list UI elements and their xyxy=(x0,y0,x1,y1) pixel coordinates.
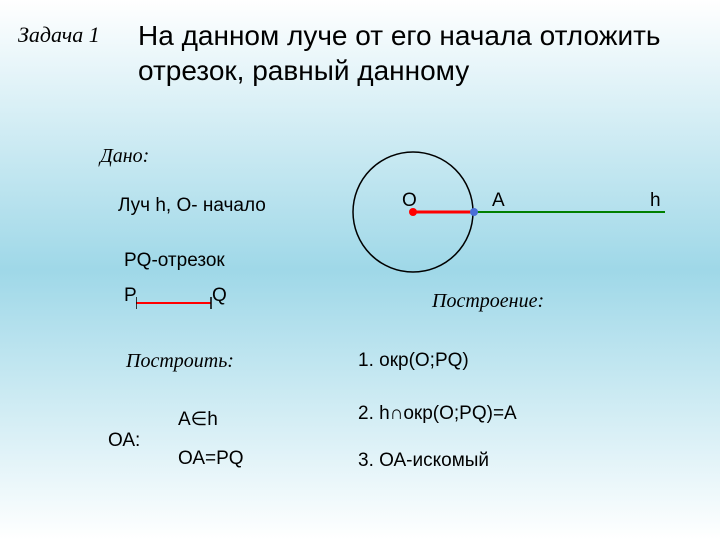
oa-eq-pq-label: ОА=PQ xyxy=(178,448,244,470)
a-in-h-label: А∈h xyxy=(178,408,218,431)
page-title: На данном луче от его начала отложить от… xyxy=(138,18,698,88)
pq-segment-label: PQ-отрезок xyxy=(124,250,225,272)
construction-step-2: 2. h∩окр(О;PQ)=А xyxy=(358,403,517,425)
oa-label: ОА: xyxy=(108,430,140,452)
task-label: Задача 1 xyxy=(18,22,100,48)
construct-heading: Построить: xyxy=(126,350,234,373)
a-mark: А xyxy=(492,190,505,212)
given-heading: Дано: xyxy=(100,145,149,168)
ray-label: Луч h, О- начало xyxy=(118,195,266,217)
construction-step-1: 1. окр(О;PQ) xyxy=(358,350,469,372)
construction-step-3: 3. ОА-искомый xyxy=(358,450,489,472)
point-p-label: P xyxy=(124,285,137,307)
o-mark: О xyxy=(402,190,417,212)
construction-heading: Построение: xyxy=(432,290,544,313)
h-mark: h xyxy=(650,190,661,212)
pq-segment-diagram xyxy=(136,296,216,310)
point-a xyxy=(470,208,478,216)
construction-diagram xyxy=(350,149,680,279)
